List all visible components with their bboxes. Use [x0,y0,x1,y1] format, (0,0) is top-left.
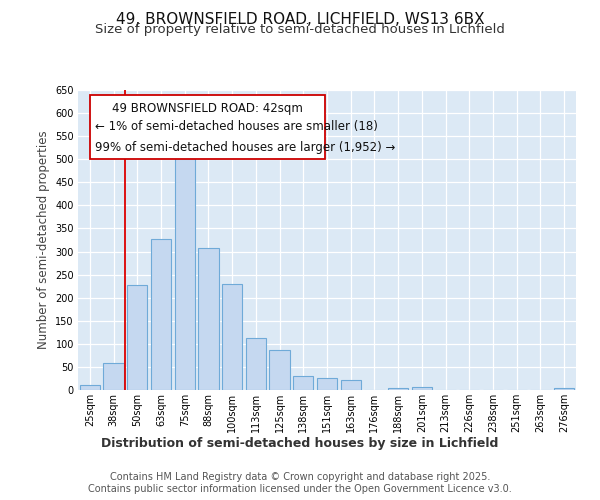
Bar [175,143,195,390]
Bar [222,284,242,390]
Bar [293,376,313,390]
FancyBboxPatch shape [91,94,325,159]
Bar [269,350,290,390]
Text: 49, BROWNSFIELD ROAD, LICHFIELD, WS13 6BX: 49, BROWNSFIELD ROAD, LICHFIELD, WS13 6B… [116,12,484,28]
Text: Size of property relative to semi-detached houses in Lichfield: Size of property relative to semi-detach… [95,24,505,36]
Bar [103,363,124,390]
Text: 49 BROWNSFIELD ROAD: 42sqm: 49 BROWNSFIELD ROAD: 42sqm [112,102,303,115]
Bar [246,338,266,390]
Text: Contains HM Land Registry data © Crown copyright and database right 2025.: Contains HM Land Registry data © Crown c… [110,472,490,482]
Bar [554,388,574,390]
Bar [388,388,408,390]
Bar [151,238,171,390]
Bar [127,285,148,390]
Text: Distribution of semi-detached houses by size in Lichfield: Distribution of semi-detached houses by … [101,438,499,450]
Bar [412,387,432,390]
Text: 99% of semi-detached houses are larger (1,952) →: 99% of semi-detached houses are larger (… [95,141,396,154]
Bar [341,380,361,390]
Text: ← 1% of semi-detached houses are smaller (18): ← 1% of semi-detached houses are smaller… [95,120,379,133]
Bar [317,378,337,390]
Bar [80,386,100,390]
Bar [199,248,218,390]
Text: Contains public sector information licensed under the Open Government Licence v3: Contains public sector information licen… [88,484,512,494]
Y-axis label: Number of semi-detached properties: Number of semi-detached properties [37,130,50,350]
